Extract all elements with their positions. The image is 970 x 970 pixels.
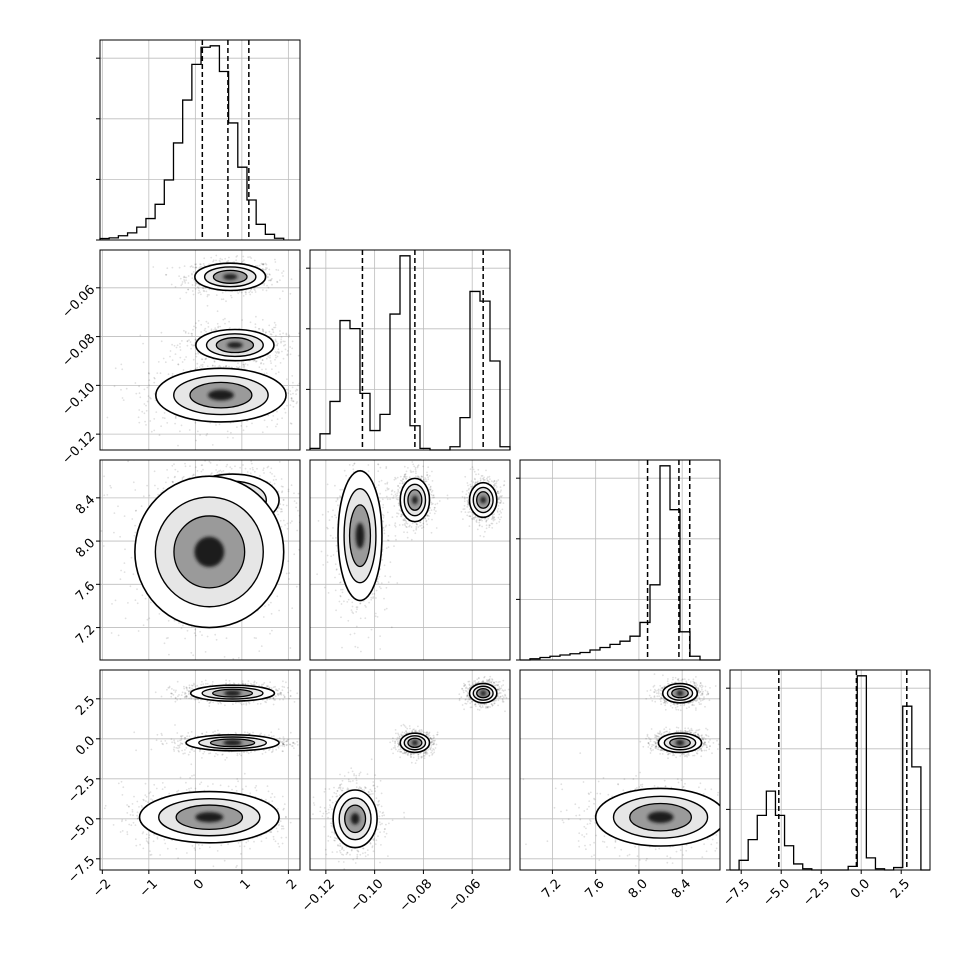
density-peak: [207, 389, 234, 401]
x-tick-label: −1: [137, 876, 161, 900]
scatter-panel-2-3: [519, 669, 721, 871]
density-peak: [223, 739, 242, 746]
x-tick-label: 2.5: [888, 876, 913, 901]
density-peak: [350, 813, 360, 825]
y-tick-label: 2.5: [73, 693, 98, 718]
histogram-step-1: [309, 255, 511, 451]
density-peak: [355, 522, 365, 549]
y-tick-label: −0.08: [60, 331, 99, 370]
x-tick-label: −7.5: [720, 876, 753, 909]
density-peak: [411, 739, 418, 746]
density-peak: [647, 811, 674, 823]
histogram-panel-0: [96, 39, 301, 241]
histogram-panel-1: [306, 249, 511, 451]
y-tick-label: 8.0: [73, 536, 98, 561]
x-tick-label: 8.4: [669, 876, 694, 901]
y-tick-label: −0.10: [60, 380, 99, 419]
y-tick-label: 7.2: [73, 622, 98, 647]
y-tick-label: −0.12: [60, 429, 99, 468]
x-tick-label: 1: [237, 876, 253, 892]
histogram-step-0: [99, 45, 285, 240]
y-tick-label: −5.0: [65, 813, 98, 846]
density-peak: [676, 690, 684, 697]
y-tick-label: −7.5: [65, 853, 98, 886]
histogram-step-2: [520, 465, 720, 661]
x-tick-label: −0.12: [299, 876, 338, 915]
density-peak: [223, 273, 238, 280]
plot-root: −0.12−0.10−0.08−0.067.27.68.08.4−7.5−5.0…: [60, 39, 931, 915]
y-tick-label: −0.06: [60, 283, 99, 322]
y-tick-label: 0.0: [73, 733, 98, 758]
x-tick-label: 2: [284, 876, 300, 892]
scatter-panel-0-2: [99, 459, 301, 661]
scatter-panel-1-3: [309, 669, 511, 871]
density-peak: [480, 496, 487, 504]
histogram-panel-3: [726, 669, 931, 871]
histogram-panel-2: [516, 459, 721, 661]
density-peak: [195, 812, 224, 823]
x-tick-label: −2: [90, 876, 114, 900]
x-tick-label: −0.06: [445, 876, 484, 915]
x-tick-label: −0.10: [348, 876, 387, 915]
density-peak: [675, 739, 685, 746]
x-tick-label: 7.6: [582, 876, 607, 901]
x-tick-label: −5.0: [760, 876, 793, 909]
x-tick-label: −0.08: [397, 876, 436, 915]
density-peak: [224, 690, 241, 697]
density-peak: [480, 690, 487, 697]
y-tick-label: 8.4: [73, 493, 98, 518]
y-tick-label: −2.5: [65, 773, 98, 806]
density-peak: [411, 495, 418, 505]
x-tick-label: −2.5: [800, 876, 833, 909]
density-peak: [227, 342, 243, 349]
density-peak: [194, 536, 225, 568]
x-tick-label: 7.2: [539, 876, 564, 901]
x-tick-label: 0: [191, 876, 207, 892]
scatter-panel-0-1: [99, 249, 301, 451]
x-tick-label: 0.0: [848, 876, 873, 901]
y-tick-label: 7.6: [73, 579, 98, 604]
scatter-panel-1-2: [309, 459, 511, 661]
x-tick-label: 8.0: [626, 876, 651, 901]
scatter-panel-0-3: [99, 669, 301, 871]
